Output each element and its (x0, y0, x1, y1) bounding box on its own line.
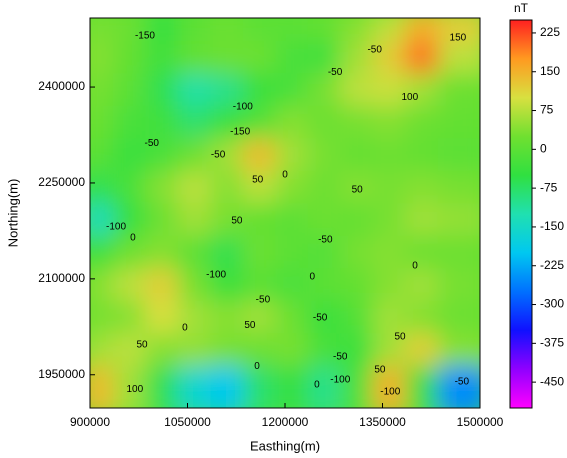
contour-label: -150 (230, 126, 250, 137)
contour-label: -100 (330, 375, 350, 386)
contour-label: 150 (450, 32, 467, 43)
y-tick-label: 2250000 (38, 175, 85, 189)
contour-label: 50 (231, 215, 243, 226)
colorbar-tick-label: -225 (540, 258, 564, 272)
colorbar-tick-label: 225 (540, 25, 560, 39)
colorbar-tick-label: -300 (540, 297, 564, 311)
y-tick-label: 2400000 (38, 79, 85, 93)
contour-label: 0 (182, 323, 188, 334)
contour-label: 0 (314, 380, 320, 391)
contour-label: 0 (310, 272, 316, 283)
x-tick-label: 1500000 (457, 415, 504, 429)
contour-label: 50 (394, 332, 406, 343)
contour-label: -50 (455, 376, 470, 387)
colorbar-tick-label: 150 (540, 64, 560, 78)
contour-label: -50 (367, 45, 382, 56)
contour-label: 100 (401, 92, 418, 103)
colorbar-title: nT (514, 1, 529, 15)
colorbar (509, 19, 533, 409)
contour-label: -50 (328, 67, 343, 78)
contour-label: 50 (244, 320, 256, 331)
y-tick-label: 2100000 (38, 271, 85, 285)
contour-label: -50 (256, 295, 271, 306)
contour-label: 0 (130, 233, 136, 244)
contour-label: -50 (313, 312, 328, 323)
x-tick-label: 1200000 (262, 415, 309, 429)
contour-label: -100 (380, 387, 400, 398)
colorbar-tick-label: -150 (540, 219, 564, 233)
contour-label: 100 (127, 384, 144, 395)
contour-label: -50 (333, 351, 348, 362)
y-tick-label: 1950000 (38, 367, 85, 381)
x-tick-label: 900000 (70, 415, 110, 429)
field (90, 18, 480, 408)
contour-label: 50 (352, 185, 364, 196)
contour-label: -100 (106, 222, 126, 233)
cells (90, 18, 480, 408)
contour-label: -150 (135, 31, 155, 42)
contour-label: -100 (206, 270, 226, 281)
colorbar-tick-label: 0 (540, 142, 547, 156)
contour-label: 50 (252, 174, 264, 185)
x-tick-label: 1050000 (164, 415, 211, 429)
contour-label: -50 (318, 234, 333, 245)
colorbar-tick-label: -450 (540, 374, 564, 388)
x-tick-label: 1350000 (359, 415, 406, 429)
y-axis-title: Northing(m) (5, 179, 20, 248)
contour-label: 0 (254, 361, 260, 372)
field-cell (437, 365, 480, 408)
colorbar-tick-label: -75 (540, 180, 558, 194)
colorbar-tick-label: -375 (540, 336, 564, 350)
x-axis-title: Easthing(m) (250, 438, 320, 453)
contour-label: 0 (412, 261, 418, 272)
contour-label: 50 (374, 364, 386, 375)
contour-label: -50 (145, 138, 160, 149)
contour-label: -100 (233, 102, 253, 113)
colorbar-tick-label: 75 (540, 103, 554, 117)
contour-label: 0 (282, 169, 288, 180)
contour-label: 50 (136, 339, 148, 350)
contour-label: -50 (211, 149, 226, 160)
